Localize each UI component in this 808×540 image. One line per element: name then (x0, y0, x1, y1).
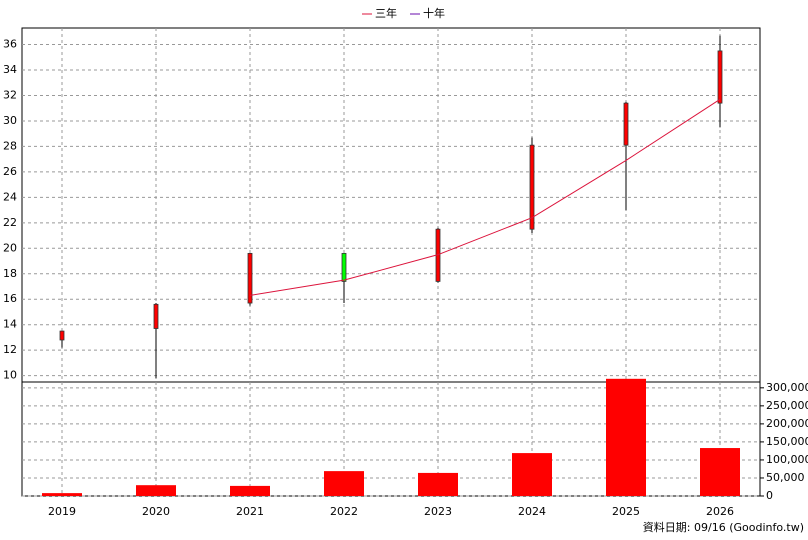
volume-bar (324, 471, 364, 496)
y-tick-label: 10 (3, 369, 17, 382)
y-tick-label: 26 (3, 165, 17, 178)
volume-bar (42, 493, 82, 496)
x-tick-label: 2023 (424, 505, 452, 518)
candle-body (247, 252, 253, 304)
y-tick-label: 30 (3, 114, 17, 127)
y2-tick-label: 50,000 (766, 471, 805, 484)
y2-tick-label: 150,000 (766, 435, 808, 448)
y-tick-label: 24 (3, 190, 17, 203)
y2-tick-label: 300,000 (766, 381, 808, 394)
volume-bar (418, 472, 458, 496)
volume-bar (512, 453, 552, 496)
y-tick-label: 32 (3, 88, 17, 101)
source-note: 資料日期: 09/16 (Goodinfo.tw) (643, 520, 804, 534)
x-tick-label: 2021 (236, 505, 264, 518)
legend-label: 十年 (423, 6, 445, 20)
y-tick-label: 22 (3, 216, 17, 229)
candle-body (529, 144, 535, 230)
candle-body (59, 330, 65, 341)
plot-frame (21, 27, 761, 497)
avg-line (249, 98, 721, 296)
candle-body (717, 50, 723, 104)
y2-tick-label: 200,000 (766, 417, 808, 430)
y-tick-label: 20 (3, 241, 17, 254)
legend-label: 三年 (375, 6, 397, 20)
x-tick-label: 2019 (48, 505, 76, 518)
y-tick-label: 16 (3, 292, 17, 305)
y-tick-label: 18 (3, 267, 17, 280)
y-tick-label: 12 (3, 343, 17, 356)
candle-body (341, 252, 347, 282)
x-tick-label: 2022 (330, 505, 358, 518)
y-tick-label: 28 (3, 139, 17, 152)
volume-bar (136, 485, 176, 496)
x-tick-label: 2026 (706, 505, 734, 518)
y-tick-label: 34 (3, 63, 17, 76)
y2-tick-label: 0 (766, 489, 773, 502)
x-tick-label: 2024 (518, 505, 546, 518)
candle-body (623, 102, 629, 146)
y-tick-label: 14 (3, 318, 17, 331)
y-tick-label: 36 (3, 38, 17, 51)
y2-tick-label: 100,000 (766, 453, 808, 466)
volume-bar (230, 485, 270, 496)
y2-tick-label: 250,000 (766, 399, 808, 412)
candle-body (153, 303, 159, 329)
x-tick-label: 2025 (612, 505, 640, 518)
x-tick-label: 2020 (142, 505, 170, 518)
volume-bar (700, 448, 740, 496)
volume-bar (606, 378, 646, 496)
